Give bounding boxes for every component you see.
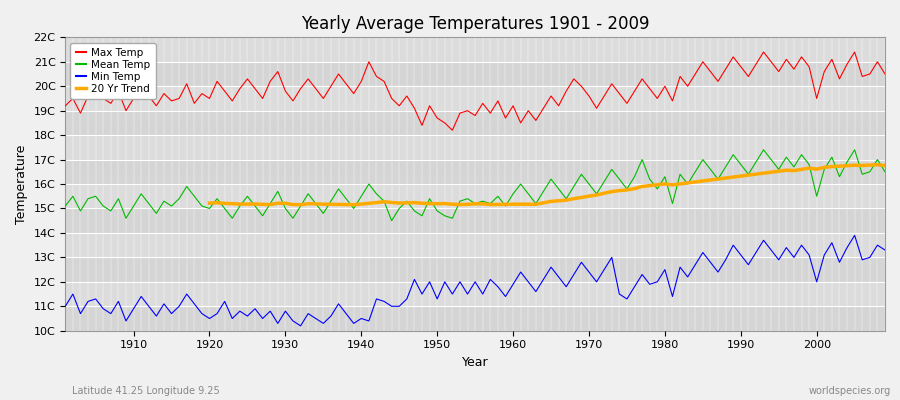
Bar — [66, 306, 885, 331]
Bar — [66, 111, 885, 135]
Legend: Max Temp, Mean Temp, Min Temp, 20 Yr Trend: Max Temp, Mean Temp, Min Temp, 20 Yr Tre… — [70, 42, 156, 99]
Title: Yearly Average Temperatures 1901 - 2009: Yearly Average Temperatures 1901 - 2009 — [301, 15, 650, 33]
Bar — [66, 208, 885, 233]
X-axis label: Year: Year — [462, 356, 489, 369]
Bar — [66, 62, 885, 86]
Text: Latitude 41.25 Longitude 9.25: Latitude 41.25 Longitude 9.25 — [72, 386, 220, 396]
Y-axis label: Temperature: Temperature — [15, 144, 28, 224]
Bar — [66, 257, 885, 282]
Bar — [66, 160, 885, 184]
Text: worldspecies.org: worldspecies.org — [809, 386, 891, 396]
